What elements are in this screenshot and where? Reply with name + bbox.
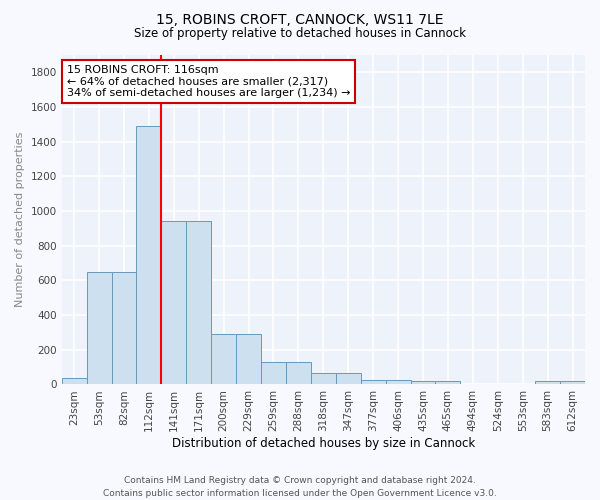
- Bar: [436, 381, 460, 384]
- Y-axis label: Number of detached properties: Number of detached properties: [15, 132, 25, 308]
- Bar: [386, 380, 410, 384]
- Text: 15, ROBINS CROFT, CANNOCK, WS11 7LE: 15, ROBINS CROFT, CANNOCK, WS11 7LE: [156, 12, 444, 26]
- Bar: [136, 126, 161, 384]
- Bar: [112, 272, 136, 384]
- Bar: [311, 373, 336, 384]
- Bar: [261, 362, 286, 384]
- X-axis label: Distribution of detached houses by size in Cannock: Distribution of detached houses by size …: [172, 437, 475, 450]
- Bar: [286, 362, 311, 384]
- Bar: [410, 381, 436, 384]
- Bar: [236, 334, 261, 384]
- Bar: [186, 222, 211, 384]
- Bar: [211, 334, 236, 384]
- Bar: [336, 373, 361, 384]
- Bar: [361, 380, 386, 384]
- Text: Contains HM Land Registry data © Crown copyright and database right 2024.
Contai: Contains HM Land Registry data © Crown c…: [103, 476, 497, 498]
- Bar: [86, 272, 112, 384]
- Bar: [62, 378, 86, 384]
- Text: 15 ROBINS CROFT: 116sqm
← 64% of detached houses are smaller (2,317)
34% of semi: 15 ROBINS CROFT: 116sqm ← 64% of detache…: [67, 65, 350, 98]
- Bar: [560, 381, 585, 384]
- Text: Size of property relative to detached houses in Cannock: Size of property relative to detached ho…: [134, 28, 466, 40]
- Bar: [161, 222, 186, 384]
- Bar: [535, 381, 560, 384]
